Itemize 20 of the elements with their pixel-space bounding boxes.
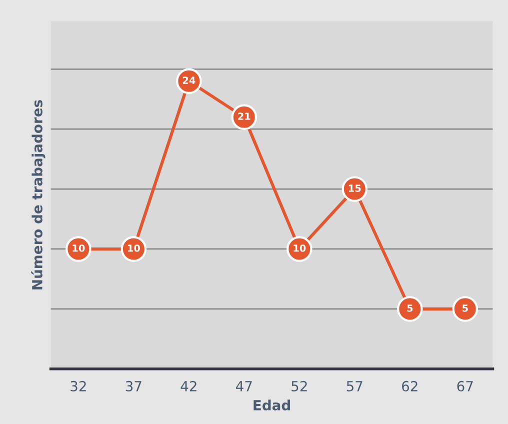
point <box>452 296 478 322</box>
x-tick-label: 32 <box>70 380 86 392</box>
data-label: 10 <box>128 244 140 252</box>
x-tick-label: 67 <box>457 380 473 392</box>
x-tick-label: 37 <box>126 380 142 392</box>
data-label: 21 <box>238 112 250 120</box>
point <box>397 296 423 322</box>
data-label: 10 <box>72 244 85 252</box>
y-axis-title: Número de trabajadores <box>31 100 46 290</box>
data-label: 15 <box>348 184 361 192</box>
x-tick-label: 62 <box>402 380 418 392</box>
x-tick-label: 42 <box>180 380 196 392</box>
x-tick-label: 57 <box>346 381 362 392</box>
data-label: 5 <box>407 304 413 312</box>
x-tick-label: 47 <box>236 381 252 392</box>
x-tick-label: 52 <box>292 380 307 392</box>
data-label: 10 <box>294 244 306 252</box>
data-label: 5 <box>462 304 468 312</box>
x-axis-title: Edad <box>254 400 290 410</box>
data-label: 24 <box>182 76 196 84</box>
